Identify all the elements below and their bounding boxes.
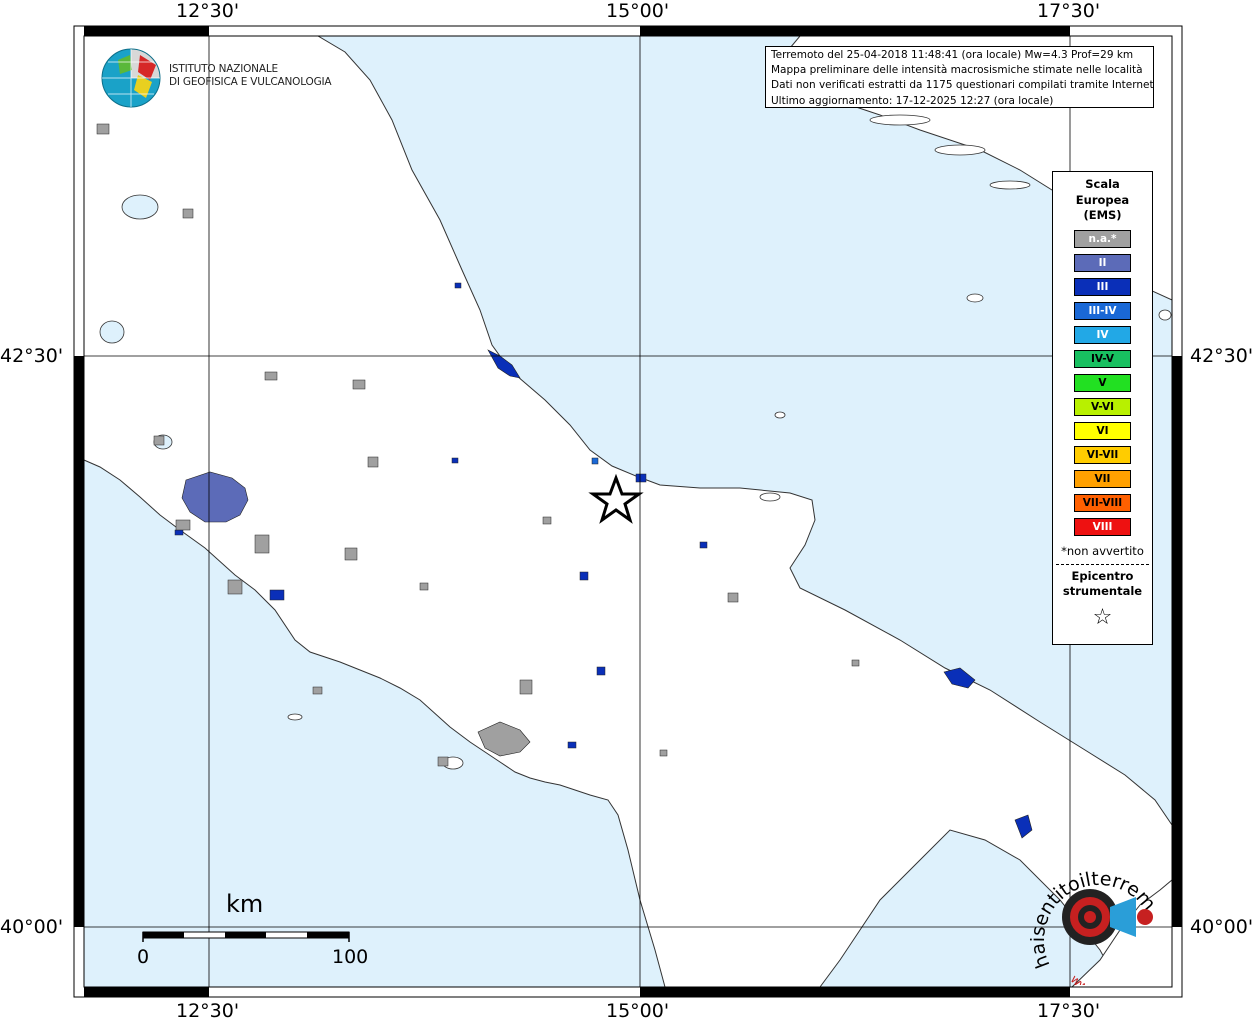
scale-unit: km bbox=[226, 890, 264, 918]
municipality bbox=[851, 659, 860, 667]
municipality bbox=[227, 579, 243, 595]
lat-label-left: 40°00' bbox=[0, 916, 64, 938]
lat-label-right: 42°30' bbox=[1190, 345, 1254, 367]
legend-item: V bbox=[1074, 373, 1131, 392]
municipality bbox=[96, 123, 110, 135]
legend-item: n.a.* bbox=[1074, 229, 1131, 248]
legend-item: IV bbox=[1074, 325, 1131, 344]
municipality bbox=[264, 371, 278, 381]
event-info-box: Terremoto del 25-04-2018 11:48:41 (ora l… bbox=[765, 46, 1154, 108]
municipality bbox=[174, 529, 184, 536]
hsit-logo-url: www. bbox=[1068, 972, 1100, 985]
scale-bar bbox=[142, 931, 350, 942]
municipality-taranto bbox=[1014, 814, 1033, 839]
hsit-target-icon bbox=[1062, 889, 1153, 945]
municipality bbox=[451, 457, 459, 464]
legend-item: VII-VIII bbox=[1074, 493, 1131, 512]
municipality bbox=[591, 457, 599, 465]
municipality-rome bbox=[181, 471, 249, 523]
ingv-logo-text: ISTITUTO NAZIONALE DI GEOFISICA E VULCAN… bbox=[169, 63, 332, 89]
ingv-globe-icon bbox=[101, 48, 161, 108]
hsit-logo[interactable]: haisentitoilterremoto.it www. bbox=[1030, 855, 1170, 985]
municipality bbox=[367, 456, 379, 468]
lat-label-left: 42°30' bbox=[0, 345, 64, 367]
municipality bbox=[182, 208, 194, 219]
lon-label-bottom: 12°30' bbox=[176, 1000, 240, 1022]
municipality bbox=[567, 741, 577, 749]
island bbox=[934, 144, 986, 156]
island bbox=[774, 411, 786, 419]
municipality bbox=[579, 571, 589, 581]
municipality bbox=[269, 589, 285, 601]
lon-label-bottom: 15°00' bbox=[606, 1000, 670, 1022]
municipality-naples-area bbox=[477, 721, 531, 757]
legend-item: VII bbox=[1074, 469, 1131, 488]
municipality bbox=[454, 282, 462, 289]
event-info-line4: Ultimo aggiornamento: 17-12-2025 12:27 (… bbox=[771, 94, 1054, 107]
municipality bbox=[596, 666, 606, 676]
island-ponza bbox=[287, 713, 303, 721]
municipality bbox=[699, 541, 708, 549]
island bbox=[1158, 309, 1172, 321]
event-info-line1: Terremoto del 25-04-2018 11:48:41 (ora l… bbox=[771, 49, 1134, 61]
municipality-coastal bbox=[943, 667, 976, 689]
legend-note: *non avvertito bbox=[1061, 543, 1144, 558]
island bbox=[966, 293, 984, 303]
municipality-polygons bbox=[96, 123, 1033, 839]
legend-separator bbox=[1056, 563, 1149, 565]
legend-item: III bbox=[1074, 277, 1131, 296]
municipality bbox=[344, 547, 358, 561]
municipality bbox=[437, 756, 449, 767]
lake-bolsena bbox=[99, 320, 125, 344]
legend-item: VI bbox=[1074, 421, 1131, 440]
legend-item: III-IV bbox=[1074, 301, 1131, 320]
municipality bbox=[542, 516, 552, 525]
municipality bbox=[312, 686, 323, 695]
legend-star-icon: ☆ bbox=[1092, 604, 1113, 630]
epicenter-star[interactable] bbox=[588, 473, 644, 524]
legend-epicenter-title: Epicentro strumentale bbox=[1062, 568, 1143, 599]
ems-legend: Scala Europea (EMS) n.a.* II III III-IV IV IV… bbox=[1052, 171, 1153, 645]
scale-min-label: 0 bbox=[137, 946, 150, 968]
legend-item: II bbox=[1074, 253, 1131, 272]
lon-label-bottom: 17°30' bbox=[1037, 1000, 1101, 1022]
legend-item: VIII bbox=[1074, 517, 1131, 536]
legend-item: V-VI bbox=[1074, 397, 1131, 416]
municipality bbox=[659, 749, 668, 757]
lat-label-right: 40°00' bbox=[1190, 916, 1254, 938]
municipality bbox=[153, 435, 165, 446]
ingv-line2: DI GEOFISICA E VULCANOLOGIA bbox=[169, 76, 332, 88]
municipality bbox=[419, 582, 429, 591]
island bbox=[759, 492, 781, 502]
lon-label-top: 12°30' bbox=[176, 0, 240, 22]
municipality bbox=[175, 519, 191, 531]
municipality bbox=[254, 534, 270, 554]
legend-item: VI-VII bbox=[1074, 445, 1131, 464]
map-frame bbox=[73, 25, 1183, 998]
municipality bbox=[727, 592, 739, 603]
municipality bbox=[519, 679, 533, 695]
municipality bbox=[635, 473, 647, 483]
legend-item: IV-V bbox=[1074, 349, 1131, 368]
legend-title: Scala Europea (EMS) bbox=[1075, 177, 1130, 222]
event-info-line2: Mappa preliminare delle intensità macros… bbox=[771, 64, 1143, 77]
island bbox=[989, 180, 1031, 190]
legend-items: n.a.* II III III-IV IV IV-V V V-VI VI VI-VII VII VI… bbox=[1053, 229, 1152, 536]
lake-trasimeno bbox=[121, 194, 159, 220]
ingv-line1: ISTITUTO NAZIONALE bbox=[169, 63, 278, 75]
island bbox=[869, 114, 931, 126]
lon-label-top: 15°00' bbox=[606, 0, 670, 22]
municipality bbox=[352, 379, 366, 390]
event-info-line3: Dati non verificati estratti da 1175 que… bbox=[771, 79, 1154, 92]
scale-max-label: 100 bbox=[332, 946, 369, 968]
lon-label-top: 17°30' bbox=[1037, 0, 1101, 22]
